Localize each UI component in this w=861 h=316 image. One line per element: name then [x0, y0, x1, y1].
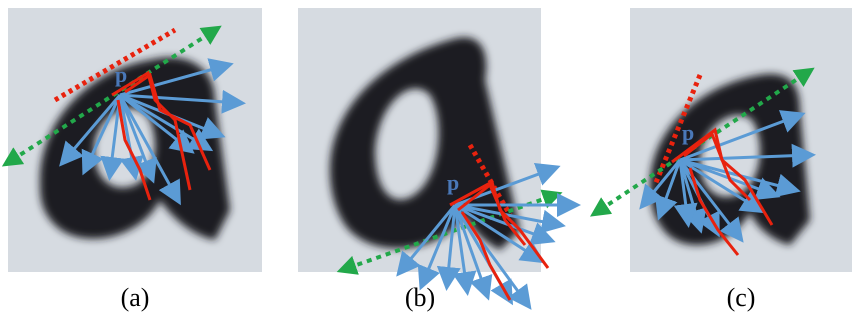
point-label: p	[682, 120, 694, 145]
point-label: p	[447, 170, 459, 195]
caption: (a)	[121, 283, 150, 312]
caption: (c)	[727, 283, 756, 312]
caption: (b)	[405, 283, 435, 312]
point-label: p	[115, 62, 127, 87]
figure: p p p (a) (b) (c)	[0, 0, 861, 316]
panel-image	[8, 8, 262, 272]
page: p p p (a) (b) (c) (() => { const data = …	[0, 0, 861, 316]
